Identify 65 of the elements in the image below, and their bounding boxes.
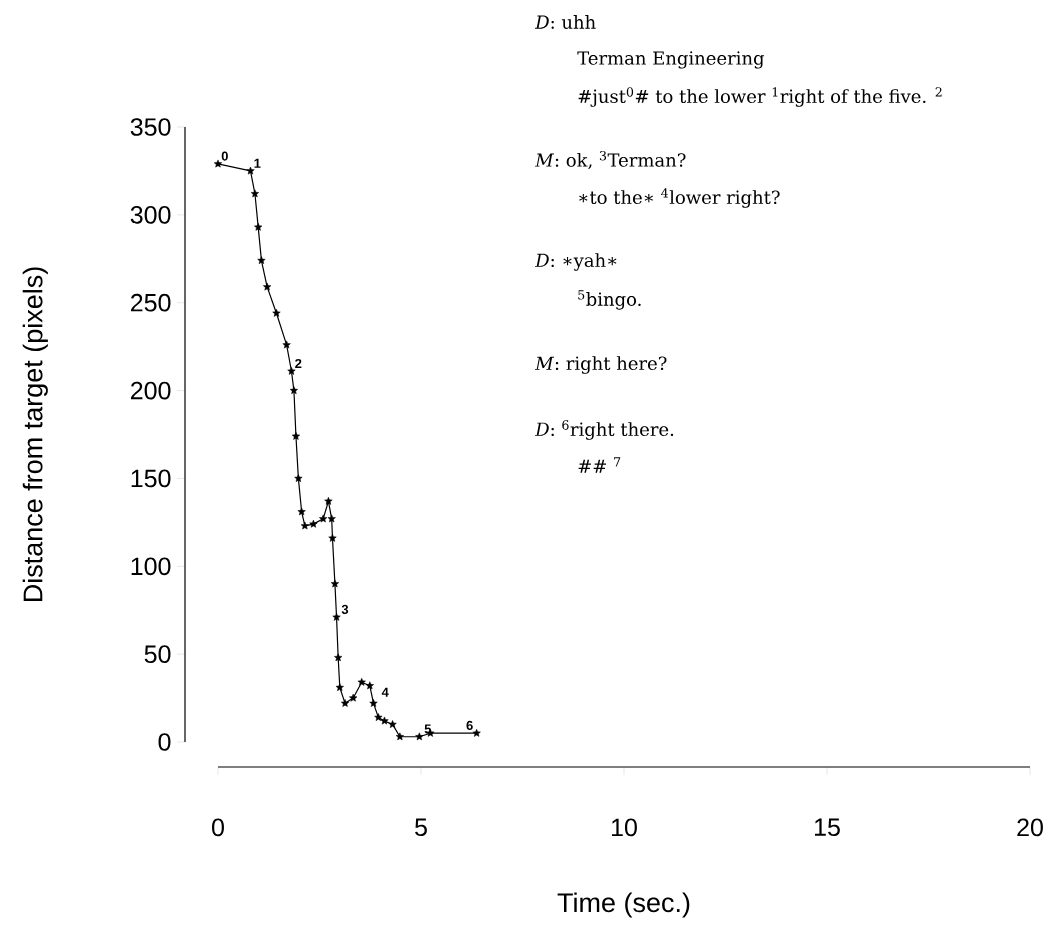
point — [374, 713, 383, 721]
y-tick-label: 300 — [130, 206, 171, 224]
text: D: uhh — [534, 15, 596, 29]
point — [357, 678, 366, 686]
point — [380, 716, 389, 725]
y-tick-label: 0 — [158, 733, 171, 751]
annotation: 0 — [221, 151, 228, 161]
annotation: D: $^{6}$right there. — [534, 420, 674, 440]
point — [341, 699, 350, 707]
point — [297, 507, 306, 516]
point — [263, 282, 272, 291]
point — [330, 579, 339, 588]
text: Terman Engineering — [577, 51, 765, 69]
point — [213, 159, 223, 168]
point — [327, 514, 336, 523]
point — [369, 699, 378, 707]
annotation: ∗to the∗ $^{4}$lower right? — [579, 188, 780, 208]
x-tick-label: 10 — [612, 818, 637, 837]
point — [395, 732, 404, 741]
point — [272, 309, 281, 317]
x-tick-label: 0 — [212, 818, 224, 837]
point — [472, 728, 481, 737]
point — [257, 256, 266, 265]
annotation: 3 — [341, 604, 349, 615]
point — [388, 720, 397, 728]
annotation: 4 — [381, 687, 389, 697]
point — [415, 732, 424, 741]
y-tick-label: 200 — [131, 381, 171, 400]
point — [250, 189, 259, 198]
point — [365, 681, 374, 690]
annotation: D: ∗yah∗ — [534, 253, 617, 271]
point — [254, 222, 263, 231]
y-tick-label: 250 — [131, 293, 171, 312]
point — [289, 386, 298, 395]
point — [246, 166, 255, 175]
text: #just$^{0}$# to the lower $^{1}$right of the five. $^{2}$ — [578, 87, 942, 107]
point — [324, 497, 333, 505]
point — [319, 514, 328, 523]
annotation: 6 — [466, 720, 473, 731]
annotation: M: ok, $^{3}$Terman? — [534, 150, 686, 170]
point — [335, 683, 344, 692]
x-axis-title: Time (sec.) — [557, 892, 690, 918]
point — [291, 432, 301, 440]
x-tick-label: 20 — [1017, 818, 1043, 837]
x-tick-label: 15 — [815, 818, 840, 836]
y-tick-label: 100 — [131, 557, 171, 576]
y-axis-title: Distance from target (pixels) — [22, 267, 48, 602]
point — [334, 653, 343, 662]
y-tick-label: 350 — [130, 118, 171, 136]
annotation: M: right here? — [534, 356, 667, 374]
point — [309, 519, 318, 528]
annotation: ## $^{7}$ — [578, 457, 621, 473]
x-tick-label: 5 — [415, 818, 427, 836]
point — [287, 366, 296, 375]
point — [328, 533, 337, 542]
point — [332, 612, 341, 621]
y-tick-label: 150 — [131, 469, 171, 488]
annotation: $^{5}$bingo. — [578, 290, 641, 310]
point — [282, 340, 291, 349]
point — [294, 474, 303, 482]
point — [300, 521, 309, 530]
annotation: 2 — [295, 358, 302, 369]
point — [349, 693, 358, 702]
annotation: 1 — [254, 158, 261, 168]
y-tick-label: 50 — [144, 645, 171, 663]
